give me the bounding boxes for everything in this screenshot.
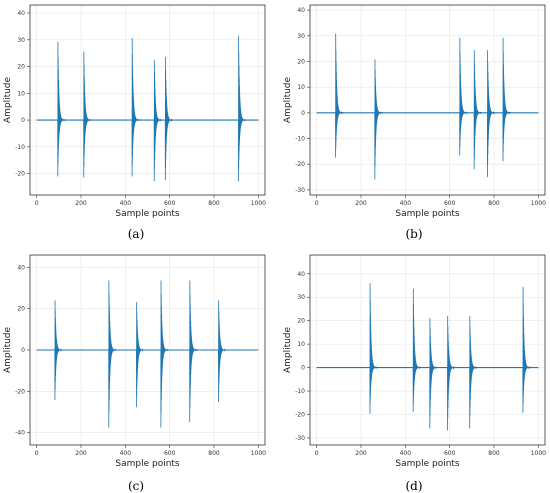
signal-event-1	[369, 283, 379, 414]
x-tick-label: 800	[208, 200, 220, 207]
x-tick-label: 400	[120, 450, 132, 457]
signal-event-6	[522, 286, 531, 413]
x-tick-label: 200	[355, 200, 367, 207]
signal-event-2	[374, 59, 383, 180]
y-axis-label: Amplitude	[283, 76, 293, 123]
x-tick-label: 600	[444, 200, 456, 207]
signal-event-2	[83, 51, 92, 178]
x-axis-label: Sample points	[115, 209, 180, 219]
y-axis-label: Amplitude	[3, 76, 13, 123]
x-tick-label: 400	[400, 450, 412, 457]
chart-panel-2: 0 200 400 600 800 1000 -30 -20 -10 0 10 20 30 40 Sampl…	[283, 4, 546, 241]
signal-event-3	[429, 317, 438, 429]
y-tick-label: -10	[295, 388, 305, 395]
x-tick-label: 1000	[251, 450, 266, 457]
y-tick-label: 30	[297, 33, 305, 40]
y-tick-label: -10	[15, 144, 25, 151]
signal-event-1	[57, 41, 66, 177]
y-tick-label: 10	[297, 84, 305, 91]
x-tick-label: 0	[35, 450, 39, 457]
y-tick-label: 20	[297, 318, 305, 325]
y-tick-label: 20	[297, 58, 305, 65]
axes-frame	[309, 254, 546, 446]
signal-event-6	[237, 35, 247, 182]
y-axis-label: Amplitude	[283, 326, 293, 373]
signal-event-6	[218, 300, 227, 402]
x-tick-label: 800	[208, 450, 220, 457]
y-tick-label: 20	[17, 306, 25, 313]
x-tick-label: 1000	[531, 450, 546, 457]
x-tick-label: 600	[164, 450, 176, 457]
y-tick-label: 30	[297, 294, 305, 301]
y-tick-label: 40	[17, 10, 25, 17]
y-tick-label: 30	[17, 37, 25, 44]
signal-event-4	[447, 315, 456, 431]
x-axis-label: Sample points	[395, 209, 460, 219]
x-tick-label: 200	[355, 450, 367, 457]
panel-caption: (a)	[128, 227, 145, 241]
y-tick-label: -10	[295, 136, 305, 143]
signal-event-2	[412, 288, 422, 412]
x-tick-label: 0	[315, 200, 319, 207]
signal-event-5	[469, 315, 478, 429]
y-tick-label: -20	[295, 161, 305, 168]
signal-event-6	[502, 37, 512, 162]
chart-panel-4: 0 200 400 600 800 1000 -30 -20 -10 0 10 20 30 40 Sampl…	[283, 254, 546, 493]
signal-event-3	[136, 302, 145, 408]
axes-frame	[29, 4, 266, 196]
y-tick-label: 10	[17, 90, 25, 97]
signal-event-1	[54, 300, 63, 400]
x-tick-label: 600	[164, 200, 176, 207]
x-tick-label: 800	[488, 200, 500, 207]
x-tick-label: 200	[75, 450, 87, 457]
y-tick-label: 0	[301, 110, 305, 117]
x-tick-label: 0	[315, 450, 319, 457]
signal-event-4	[160, 280, 169, 428]
panel-caption: (c)	[128, 479, 144, 493]
y-axis-label: Amplitude	[3, 326, 13, 373]
signal-event-5	[189, 280, 198, 423]
x-tick-label: 400	[120, 200, 132, 207]
y-tick-label: 0	[21, 347, 25, 354]
chart-panel-3: 0 200 400 600 800 1000 -40 -20 0 20 40 Sample point…	[3, 254, 266, 493]
y-tick-label: -20	[295, 412, 305, 419]
y-tick-label: -20	[15, 171, 25, 178]
panel-caption: (b)	[405, 227, 422, 241]
y-tick-label: 40	[17, 264, 25, 271]
signal-event-3	[131, 37, 141, 177]
y-tick-label: -20	[15, 388, 25, 395]
x-tick-label: 200	[75, 200, 87, 207]
y-tick-label: 0	[21, 117, 25, 124]
panel-caption: (d)	[405, 479, 422, 493]
y-tick-label: -30	[295, 435, 305, 442]
signal-event-4	[473, 50, 483, 170]
chart-panel-1: 0 200 400 600 800 1000 -20 -10 0 10 20 30 40 Sample p…	[3, 4, 266, 241]
signal-event-2	[108, 280, 117, 428]
signal-event-3	[459, 37, 468, 156]
y-tick-label: 0	[301, 365, 305, 372]
x-tick-label: 0	[35, 200, 39, 207]
x-tick-label: 400	[400, 200, 412, 207]
y-tick-label: 40	[297, 271, 305, 278]
x-tick-label: 1000	[531, 200, 546, 207]
signal-event-5	[164, 56, 174, 180]
signal-event-5	[486, 50, 496, 178]
x-tick-label: 600	[444, 450, 456, 457]
axes-frame	[309, 4, 546, 196]
x-axis-label: Sample points	[115, 459, 180, 469]
y-tick-label: 10	[297, 341, 305, 348]
x-tick-label: 800	[488, 450, 500, 457]
signal-event-1	[335, 33, 344, 158]
y-tick-label: -40	[15, 430, 25, 437]
y-tick-label: 20	[17, 64, 25, 71]
y-tick-label: 40	[297, 7, 305, 14]
x-tick-label: 1000	[251, 200, 266, 207]
signal-event-4	[153, 60, 163, 182]
y-tick-label: -30	[295, 187, 305, 194]
x-axis-label: Sample points	[395, 459, 460, 469]
